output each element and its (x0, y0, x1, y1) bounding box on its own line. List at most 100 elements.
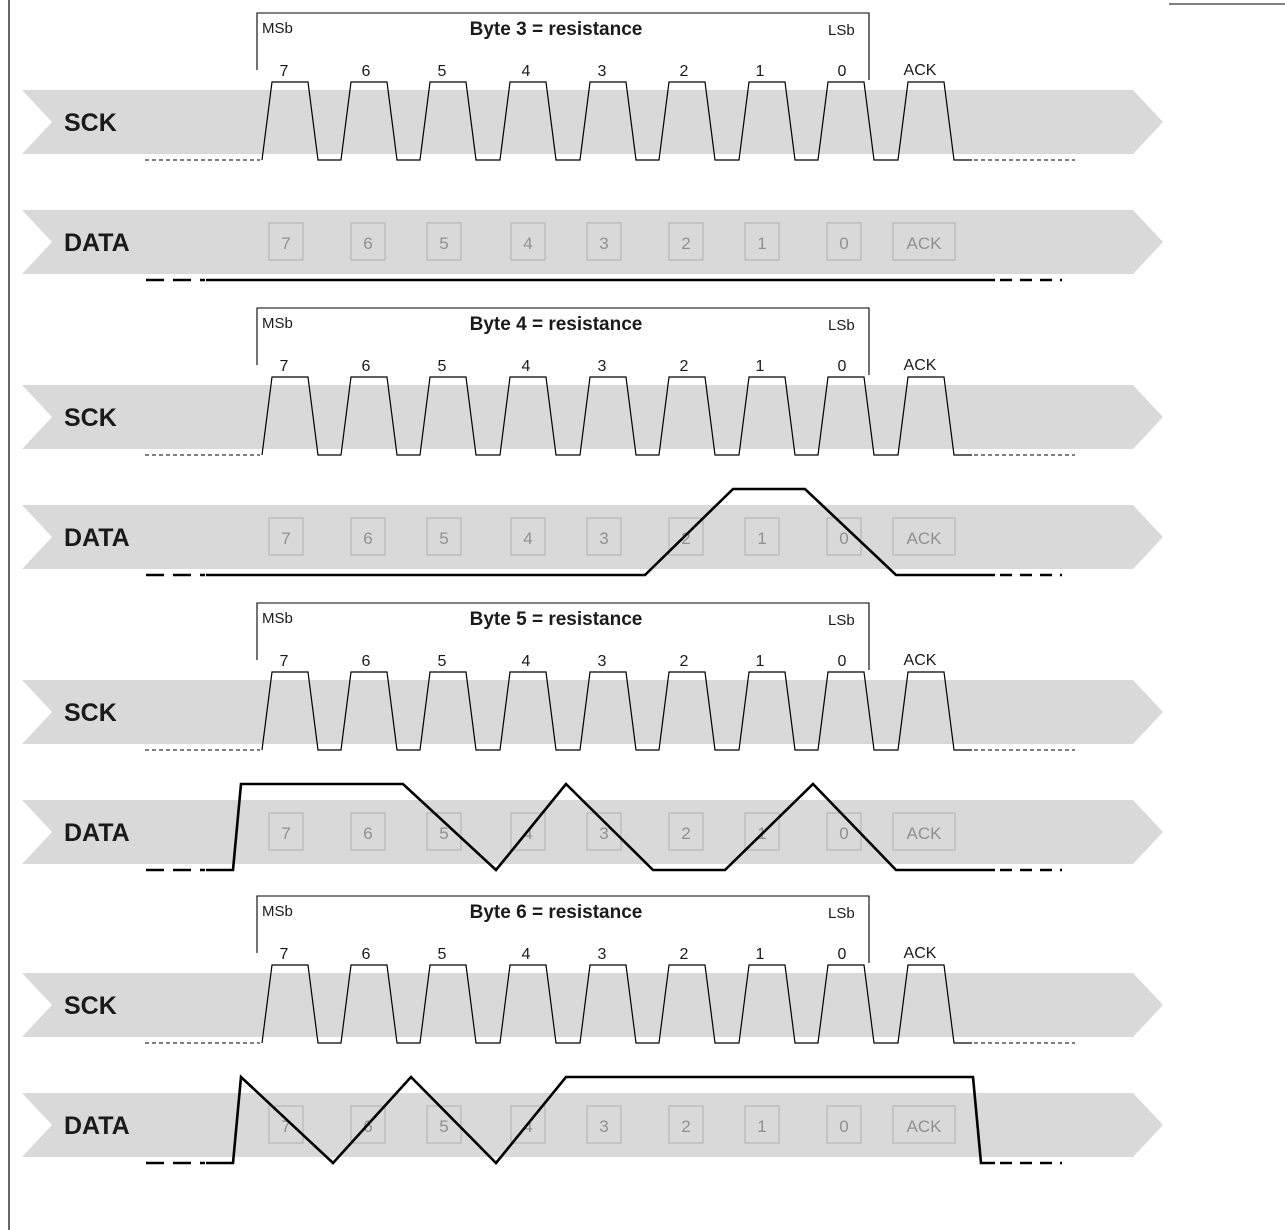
bit-box-label-6: 6 (363, 1117, 372, 1136)
ack-box-label: ACK (907, 1117, 943, 1136)
bit-box-0 (826, 517, 862, 556)
byte-block-6: MSb LSb Byte 6 = resistance 7 6 5 4 3 2 1 0 ACK SCK D… (22, 895, 1163, 1165)
msb-label: MSb (262, 903, 293, 920)
byte-title: Byte 4 = resistance (470, 314, 643, 335)
lsb-label: LSb (828, 22, 855, 39)
bit-box-label-6: 6 (363, 529, 372, 548)
bit-number-6: 6 (362, 358, 371, 375)
bit-number-6: 6 (362, 653, 371, 670)
ack-number-label: ACK (904, 357, 937, 374)
data-label: DATA (64, 229, 130, 257)
bit-box-4 (510, 812, 546, 851)
bit-box-label-0: 0 (839, 1117, 848, 1136)
lsb-label: LSb (828, 612, 855, 629)
bit-box-label-3: 3 (599, 529, 608, 548)
bit-number-6: 6 (362, 946, 371, 963)
bit-box-label-5: 5 (439, 234, 448, 253)
ack-box (892, 812, 956, 851)
bit-box-7 (268, 517, 304, 556)
byte-bracket (256, 12, 870, 80)
bit-number-1: 1 (756, 358, 765, 375)
bit-number-0: 0 (838, 358, 847, 375)
ack-box (892, 517, 956, 556)
lsb-label: LSb (828, 905, 855, 922)
bit-number-3: 3 (598, 946, 607, 963)
bit-number-7: 7 (280, 653, 289, 670)
msb-label: MSb (262, 315, 293, 332)
sck-waveform (261, 81, 972, 161)
bit-box-label-6: 6 (363, 234, 372, 253)
bit-number-2: 2 (680, 946, 689, 963)
bit-box-6 (350, 222, 386, 261)
bit-box-label-2: 2 (681, 824, 690, 843)
ack-box-label: ACK (907, 529, 943, 548)
bit-box-label-2: 2 (681, 1117, 690, 1136)
bit-number-4: 4 (522, 358, 531, 375)
bit-box-0 (826, 812, 862, 851)
bit-box-label-1: 1 (757, 1117, 766, 1136)
bit-box-2 (668, 222, 704, 261)
bit-box-label-7: 7 (281, 234, 290, 253)
ack-number-label: ACK (904, 62, 937, 79)
bit-box-label-2: 2 (681, 234, 690, 253)
bit-box-label-2: 2 (681, 529, 690, 548)
bit-box-2 (668, 1105, 704, 1144)
bit-box-1 (744, 812, 780, 851)
byte-title: Byte 3 = resistance (470, 19, 643, 40)
bit-number-5: 5 (438, 946, 447, 963)
sck-label: SCK (64, 109, 117, 137)
bit-number-0: 0 (838, 946, 847, 963)
bit-box-label-1: 1 (757, 234, 766, 253)
bit-box-5 (426, 222, 462, 261)
bit-number-1: 1 (756, 63, 765, 80)
bit-number-3: 3 (598, 358, 607, 375)
data-band (22, 1093, 1163, 1157)
bit-number-7: 7 (280, 358, 289, 375)
bit-number-2: 2 (680, 653, 689, 670)
data-band (22, 505, 1163, 569)
bit-box-0 (826, 222, 862, 261)
bit-number-0: 0 (838, 653, 847, 670)
bit-box-3 (586, 517, 622, 556)
bit-box-6 (350, 1105, 386, 1144)
data-waveform (206, 487, 995, 577)
bit-box-7 (268, 222, 304, 261)
ack-number-label: ACK (904, 652, 937, 669)
bit-number-5: 5 (438, 358, 447, 375)
bit-box-label-1: 1 (757, 529, 766, 548)
sck-label: SCK (64, 699, 117, 727)
bit-number-7: 7 (280, 946, 289, 963)
byte-title: Byte 5 = resistance (470, 609, 643, 630)
bit-box-label-3: 3 (599, 234, 608, 253)
bit-box-4 (510, 222, 546, 261)
sck-waveform (261, 376, 972, 456)
bit-box-3 (586, 1105, 622, 1144)
bit-box-0 (826, 1105, 862, 1144)
bit-box-3 (586, 812, 622, 851)
bit-box-6 (350, 812, 386, 851)
data-waveform (206, 1074, 995, 1165)
ack-box-label: ACK (907, 234, 943, 253)
bit-box-7 (268, 1105, 304, 1144)
bit-box-1 (744, 222, 780, 261)
bit-box-2 (668, 812, 704, 851)
bit-box-label-4: 4 (523, 824, 532, 843)
ack-box (892, 222, 956, 261)
bit-number-3: 3 (598, 63, 607, 80)
sck-band (22, 90, 1163, 154)
bit-box-label-7: 7 (281, 529, 290, 548)
lsb-label: LSb (828, 317, 855, 334)
bit-box-4 (510, 1105, 546, 1144)
byte-bracket (256, 602, 870, 670)
bit-box-label-0: 0 (839, 824, 848, 843)
bit-number-4: 4 (522, 946, 531, 963)
bit-box-label-5: 5 (439, 529, 448, 548)
bit-box-label-5: 5 (439, 824, 448, 843)
bit-box-label-4: 4 (523, 1117, 532, 1136)
bit-box-label-4: 4 (523, 234, 532, 253)
bit-box-5 (426, 1105, 462, 1144)
data-waveform (206, 782, 995, 872)
bit-box-label-0: 0 (839, 529, 848, 548)
